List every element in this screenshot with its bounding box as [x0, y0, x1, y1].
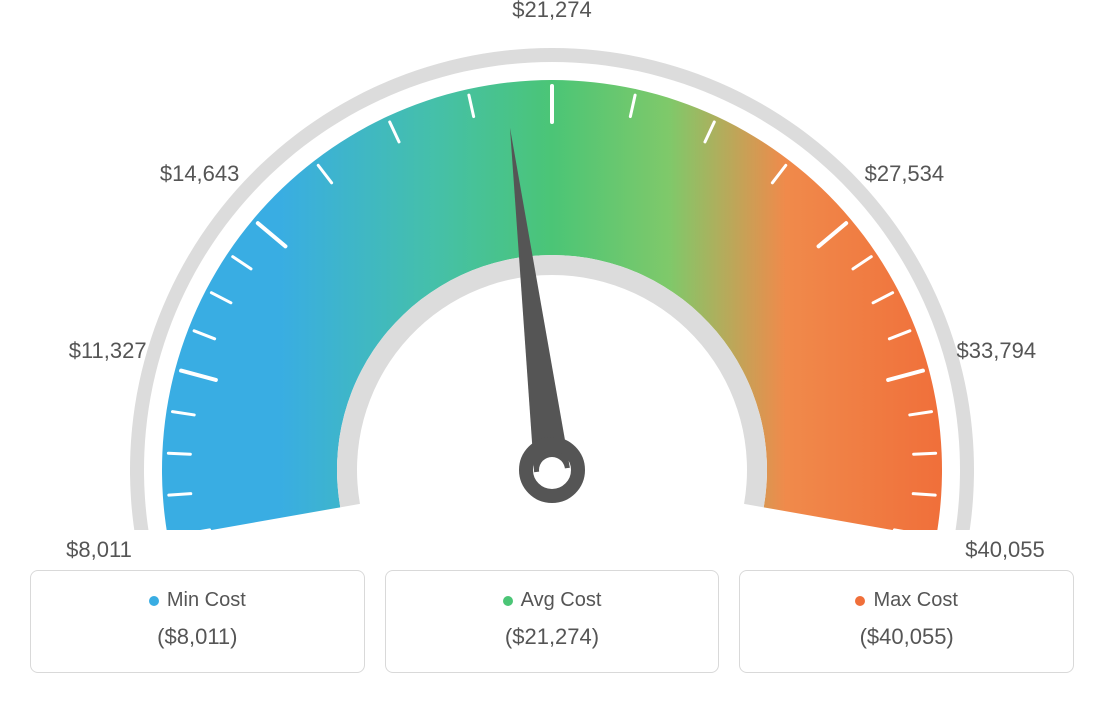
gauge-svg: [30, 30, 1074, 530]
legend-value-max: ($40,055): [740, 624, 1073, 650]
scale-label: $40,055: [965, 537, 1045, 563]
legend-label: Min Cost: [167, 589, 246, 612]
legend-card-avg: Avg Cost ($21,274): [385, 570, 720, 673]
scale-label: $11,327: [69, 338, 147, 364]
legend-title-min: Min Cost: [149, 589, 246, 612]
legend-title-max: Max Cost: [855, 589, 957, 612]
scale-label: $8,011: [66, 537, 132, 563]
legend-row: Min Cost ($8,011) Avg Cost ($21,274) Max…: [30, 570, 1074, 673]
scale-label: $21,274: [512, 0, 592, 23]
legend-card-min: Min Cost ($8,011): [30, 570, 365, 673]
legend-card-max: Max Cost ($40,055): [739, 570, 1074, 673]
legend-value-min: ($8,011): [31, 624, 364, 650]
dot-icon: [855, 596, 865, 606]
scale-label: $33,794: [957, 338, 1037, 364]
dot-icon: [503, 596, 513, 606]
legend-label: Avg Cost: [521, 589, 602, 612]
scale-label: $27,534: [865, 161, 945, 187]
legend-value-avg: ($21,274): [386, 624, 719, 650]
gauge-container: $8,011$11,327$14,643$21,274$27,534$33,79…: [30, 30, 1074, 530]
cost-gauge-widget: $8,011$11,327$14,643$21,274$27,534$33,79…: [30, 30, 1074, 673]
legend-label: Max Cost: [873, 589, 957, 612]
dot-icon: [149, 596, 159, 606]
scale-label: $14,643: [160, 161, 240, 187]
legend-title-avg: Avg Cost: [503, 589, 602, 612]
